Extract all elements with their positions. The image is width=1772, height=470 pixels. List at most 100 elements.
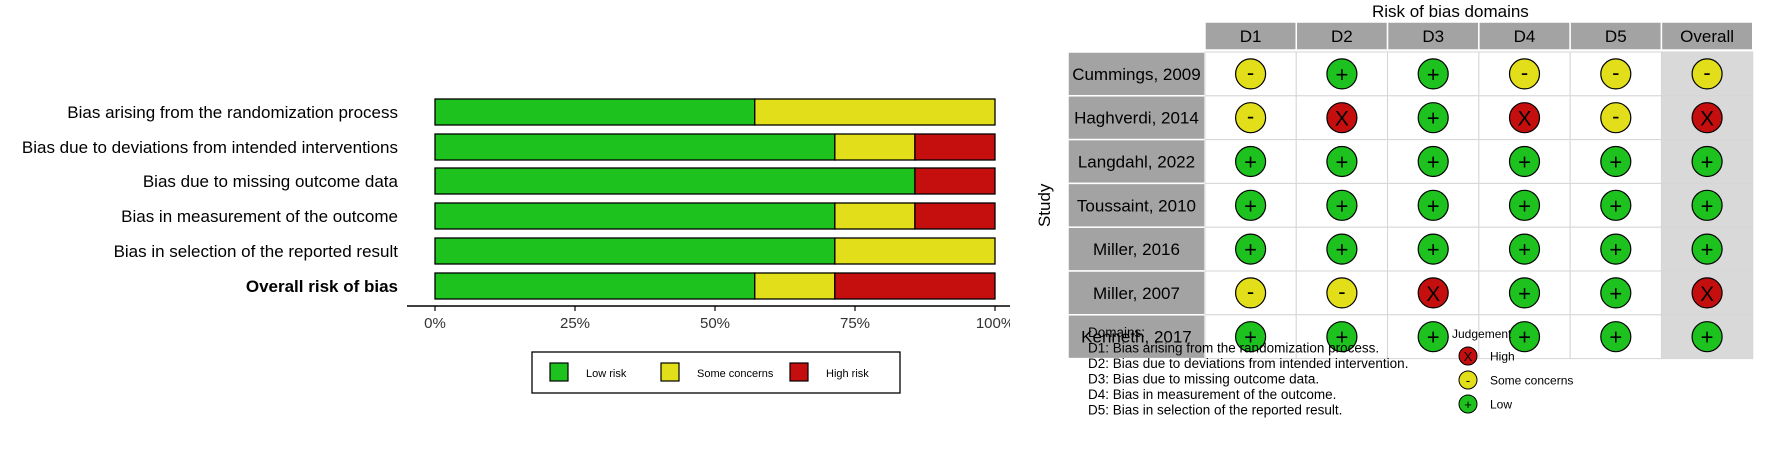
- judgement-symbol: +: [1335, 325, 1348, 350]
- legend-label: Low risk: [586, 368, 627, 380]
- judgement-symbol: -: [1521, 60, 1528, 85]
- judgement-marker-some: [1691, 58, 1723, 90]
- category-label: Bias in selection of the reported result: [114, 242, 399, 261]
- study-label: Haghverdi, 2014: [1074, 109, 1199, 128]
- column-header-cell: [1660, 21, 1754, 51]
- judgement-marker-low: [1417, 145, 1449, 178]
- judgement-marker-low: [1508, 321, 1541, 353]
- judgement-legend-label: Low: [1490, 398, 1512, 412]
- legend-marker-low: [1458, 394, 1478, 414]
- judgement-symbol: +: [1335, 193, 1348, 218]
- judgement-marker-low: [1508, 277, 1541, 309]
- judgement-marker-low: [1508, 233, 1541, 265]
- judgement-marker-low: [1508, 189, 1541, 221]
- study-cell: [1067, 314, 1206, 360]
- column-header-cell: [1478, 21, 1571, 51]
- judgement-marker-some: [1326, 277, 1358, 309]
- judgement-symbol: +: [1609, 325, 1622, 350]
- judgement-marker-low: [1235, 189, 1267, 221]
- bar-segment: [834, 272, 996, 300]
- judgement-marker-low: [1326, 145, 1358, 178]
- judgement-symbol: -: [1612, 60, 1619, 85]
- legend-swatch: [549, 362, 569, 382]
- legend-marker-symbol: +: [1464, 397, 1472, 412]
- judgement-symbol: X: [1700, 283, 1714, 306]
- domain-description: D1: Bias arising from the randomization …: [1088, 341, 1379, 356]
- study-label: Miller, 2016: [1093, 240, 1180, 259]
- category-label: Overall risk of bias: [246, 277, 398, 296]
- judgement-symbol: +: [1427, 325, 1440, 350]
- judgement-marker-low: [1326, 321, 1358, 353]
- column-header: D2: [1331, 27, 1353, 46]
- judgement-symbol: +: [1609, 237, 1622, 262]
- judgement-marker-some: [1508, 58, 1541, 90]
- domains-title: Domains:: [1088, 325, 1145, 340]
- study-label: Toussaint, 2010: [1077, 196, 1196, 215]
- judgement-marker-some: [1235, 58, 1267, 90]
- judgement-symbol: +: [1609, 193, 1622, 218]
- legend-marker-high: [1458, 346, 1478, 366]
- judgement-marker-high: [1326, 102, 1358, 134]
- judgement-symbol: +: [1701, 325, 1714, 350]
- x-tick-label: 0%: [424, 315, 446, 332]
- study-label: Miller, 2007: [1093, 284, 1180, 303]
- judgement-marker-low: [1691, 233, 1723, 265]
- judgement-title: Judgement: [1452, 327, 1512, 341]
- bar-segment: [914, 167, 996, 195]
- judgement-marker-some: [1600, 58, 1632, 90]
- x-tick-label: 75%: [840, 315, 870, 332]
- judgement-symbol: -: [1703, 60, 1710, 85]
- judgement-symbol: X: [1517, 108, 1531, 131]
- judgement-marker-low: [1508, 145, 1541, 178]
- judgement-legend-label: Some concerns: [1490, 374, 1573, 388]
- judgement-symbol: -: [1247, 104, 1254, 129]
- column-header: D5: [1605, 27, 1627, 46]
- judgement-marker-low: [1417, 233, 1449, 265]
- column-header: Overall: [1680, 27, 1734, 46]
- legend-label: High risk: [826, 368, 869, 380]
- study-label: Cummings, 2009: [1072, 65, 1201, 84]
- judgement-marker-some: [1600, 102, 1632, 134]
- domain-description: D4: Bias in measurement of the outcome.: [1088, 387, 1336, 402]
- column-header: D4: [1514, 27, 1536, 46]
- column-header: D3: [1422, 27, 1444, 46]
- bar-segment: [434, 272, 756, 300]
- legend-marker-symbol: -: [1466, 373, 1470, 388]
- judgement-symbol: +: [1244, 193, 1257, 218]
- judgement-marker-low: [1691, 145, 1723, 178]
- judgement-marker-low: [1691, 321, 1723, 353]
- judgement-symbol: -: [1247, 279, 1254, 304]
- column-header-cell: [1569, 21, 1663, 51]
- legend-marker-some: [1458, 370, 1478, 390]
- judgement-legend-label: High: [1490, 350, 1515, 364]
- judgement-symbol: -: [1247, 60, 1254, 85]
- judgement-marker-low: [1235, 233, 1267, 265]
- judgement-marker-low: [1235, 145, 1267, 178]
- judgement-marker-low: [1326, 58, 1358, 90]
- judgement-symbol: +: [1518, 193, 1531, 218]
- judgement-symbol: -: [1612, 104, 1619, 129]
- category-label: Bias due to missing outcome data: [143, 172, 399, 191]
- judgement-marker-low: [1691, 189, 1723, 221]
- study-cell: [1067, 51, 1206, 97]
- judgement-symbol: +: [1335, 237, 1348, 262]
- bar-segment: [434, 133, 836, 161]
- column-header: D1: [1240, 27, 1262, 46]
- judgement-symbol: +: [1427, 150, 1440, 175]
- category-label: Bias in measurement of the outcome: [121, 207, 398, 226]
- judgement-symbol: +: [1518, 281, 1531, 306]
- plot-title: Risk of bias domains: [1372, 2, 1529, 21]
- legend-swatch: [660, 362, 680, 382]
- bar-segment: [434, 98, 756, 126]
- judgement-symbol: +: [1609, 281, 1622, 306]
- judgement-marker-high: [1508, 102, 1541, 134]
- judgement-symbol: +: [1701, 237, 1714, 262]
- judgement-marker-low: [1417, 102, 1449, 134]
- judgement-symbol: +: [1244, 325, 1257, 350]
- bar-segment: [434, 202, 836, 230]
- judgement-marker-some: [1235, 277, 1267, 309]
- legend-swatch: [789, 362, 809, 382]
- judgement-marker-low: [1417, 189, 1449, 221]
- domain-description: D2: Bias due to deviations from intended…: [1088, 356, 1408, 371]
- judgement-symbol: +: [1701, 150, 1714, 175]
